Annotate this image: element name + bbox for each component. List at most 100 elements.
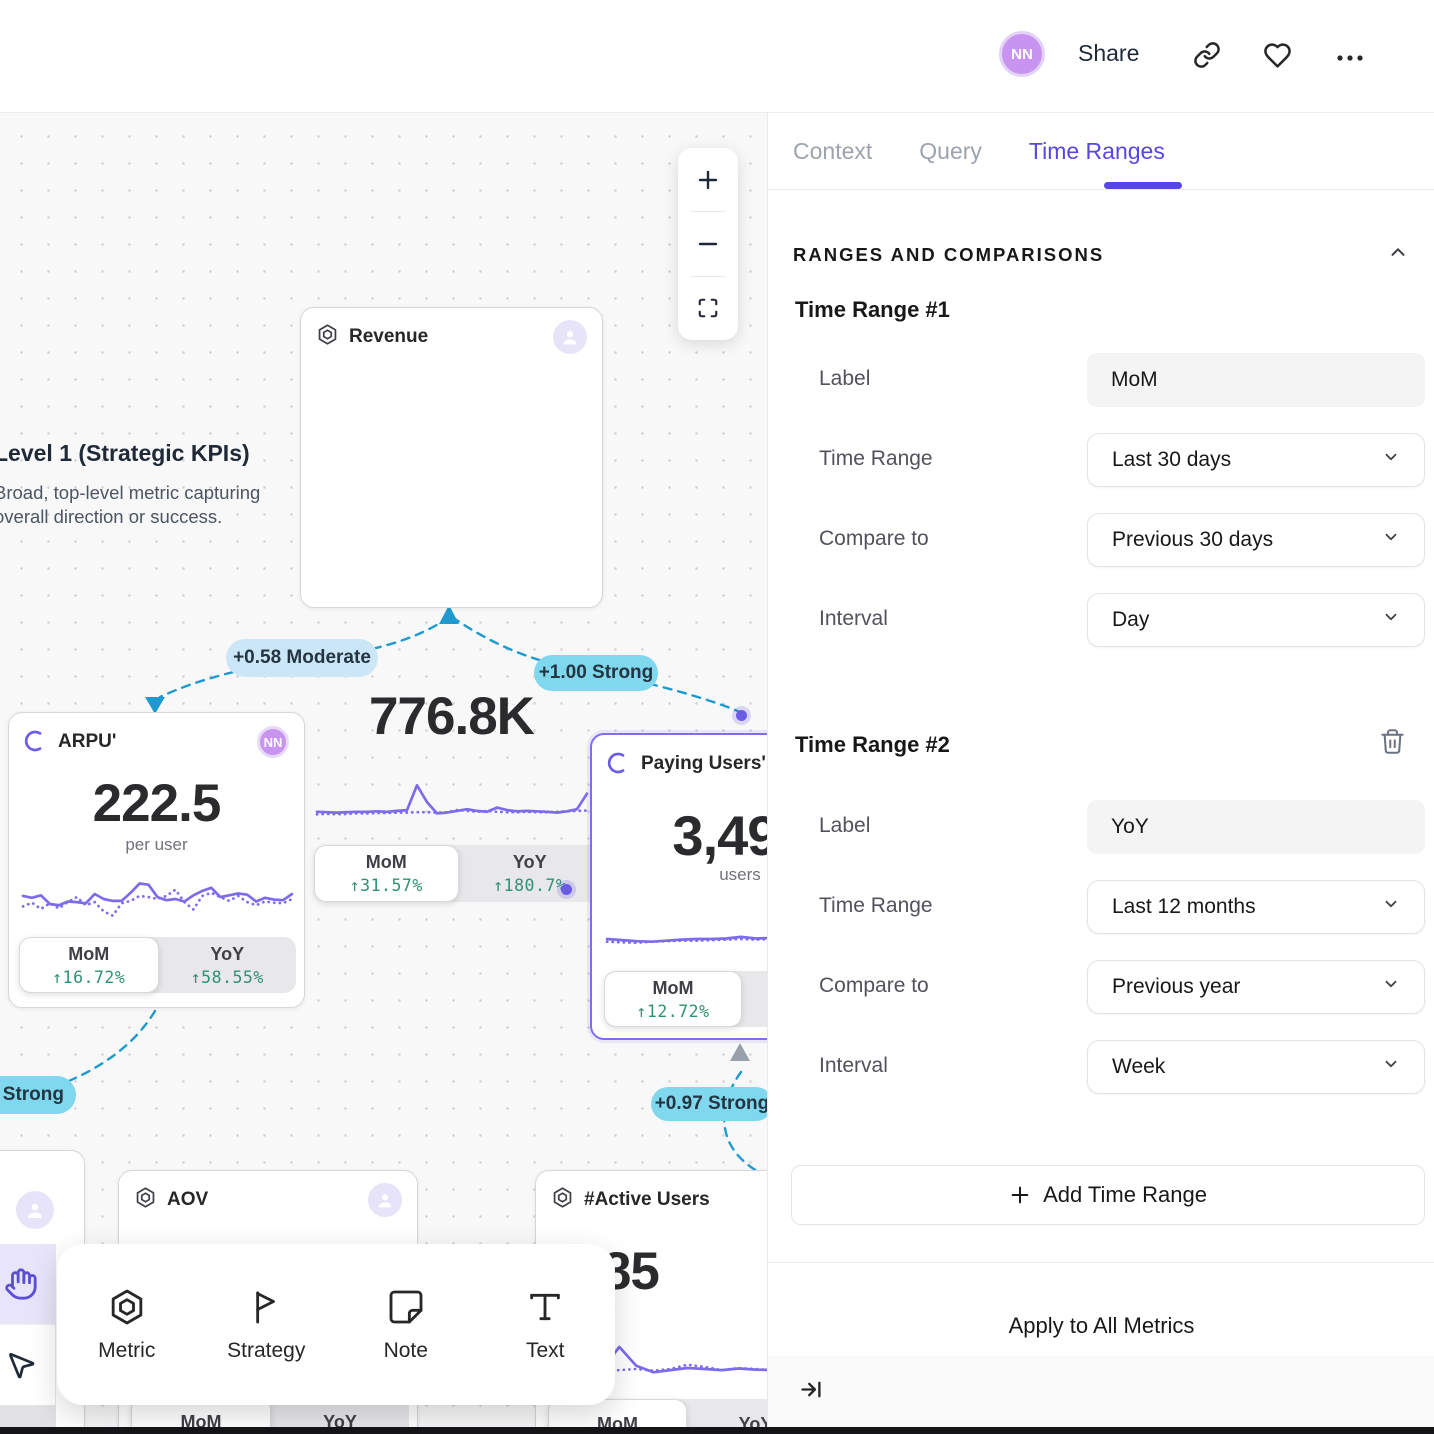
tab-query[interactable]: Query bbox=[919, 137, 982, 164]
chevron-down-icon bbox=[1382, 1055, 1400, 1079]
field-label: Time Range bbox=[819, 894, 933, 917]
time-range-select[interactable]: Last 30 days bbox=[1087, 433, 1425, 487]
share-button[interactable]: Share bbox=[1078, 40, 1140, 66]
note-icon bbox=[389, 1290, 423, 1323]
time-range-select[interactable]: Last 12 months bbox=[1087, 880, 1425, 934]
owner-avatar-icon bbox=[368, 1183, 402, 1217]
card-title: Paying Users' bbox=[641, 753, 766, 774]
metric-card-arpu[interactable]: ARPU' NN 222.5 per user MoM ↑16.72% YoY … bbox=[8, 712, 305, 1008]
cursor-icon bbox=[9, 1352, 35, 1378]
level-note-title: Level 1 (Strategic KPIs) bbox=[0, 440, 250, 466]
section-title: RANGES AND COMPARISONS bbox=[793, 244, 1105, 265]
select-tool-button[interactable] bbox=[0, 1324, 55, 1404]
metric-hexagon-icon bbox=[111, 1289, 142, 1324]
pill-yoy[interactable]: YoY ↑58.55% bbox=[190, 943, 264, 987]
correlation-badge-revenue-paying[interactable]: +1.00 Strong bbox=[534, 655, 658, 691]
interval-select[interactable]: Week bbox=[1087, 1040, 1425, 1094]
metric-hexagon-icon bbox=[134, 1186, 157, 1214]
interval-select[interactable]: Day bbox=[1087, 593, 1425, 647]
comparison-pill-group: MoM ↑31.57% YoY ↑180.7% bbox=[314, 845, 601, 902]
field-label: Compare to bbox=[819, 527, 929, 550]
hand-tool-button[interactable] bbox=[0, 1244, 55, 1324]
tool-column bbox=[0, 1244, 56, 1405]
level-note-body: Broad, top-level metric capturing overal… bbox=[0, 482, 261, 527]
label-input[interactable] bbox=[1087, 353, 1425, 407]
chevron-down-icon bbox=[1382, 975, 1400, 999]
owner-avatar-icon bbox=[16, 1191, 54, 1229]
panel-footer bbox=[768, 1356, 1434, 1427]
metric-unit: per user bbox=[125, 835, 188, 854]
divider bbox=[691, 211, 725, 213]
apply-all-metrics-button[interactable]: Apply to All Metrics bbox=[1008, 1313, 1195, 1338]
pill-yoy[interactable]: YoY bbox=[323, 1411, 357, 1432]
add-note-button[interactable]: Note bbox=[336, 1287, 476, 1363]
pill-mom[interactable]: MoM ↑31.57% bbox=[314, 845, 459, 902]
fit-view-button[interactable] bbox=[678, 277, 738, 340]
bottom-edge-bar bbox=[0, 1427, 1434, 1434]
connection-handle-dot[interactable] bbox=[561, 884, 572, 895]
card-title: Revenue bbox=[349, 326, 429, 347]
app-header: NN Share bbox=[0, 0, 1434, 113]
metric-card-revenue[interactable]: Revenue 776.8K MoM ↑31.57% YoY ↑180.7% bbox=[300, 307, 603, 902]
correlation-badge-paying-active[interactable]: +0.97 Strong bbox=[651, 1087, 773, 1121]
metric-arc-icon bbox=[24, 728, 48, 757]
zoom-controls bbox=[678, 148, 738, 340]
label-input[interactable] bbox=[1087, 800, 1425, 854]
ellipsis-icon bbox=[1337, 55, 1363, 61]
pill-mom[interactable]: MoM ↑16.72% bbox=[19, 937, 159, 993]
more-options-button[interactable] bbox=[1335, 50, 1365, 68]
settings-panel: Context Query Time Ranges RANGES AND COM… bbox=[767, 113, 1434, 1434]
field-label: Compare to bbox=[819, 974, 929, 997]
favorite-button[interactable] bbox=[1263, 41, 1292, 75]
add-text-button[interactable]: Text bbox=[476, 1287, 616, 1363]
delete-time-range-button[interactable] bbox=[1379, 728, 1406, 760]
collapse-panel-button[interactable] bbox=[798, 1376, 825, 1408]
add-metric-button[interactable]: Metric bbox=[57, 1287, 197, 1363]
section-header[interactable]: RANGES AND COMPARISONS bbox=[793, 240, 1409, 270]
user-avatar[interactable]: NN bbox=[999, 31, 1045, 77]
metric-value: 776.8K bbox=[369, 687, 535, 746]
heart-icon bbox=[1264, 43, 1291, 68]
plus-icon bbox=[1011, 1186, 1029, 1204]
card-title: #Active Users bbox=[584, 1189, 710, 1210]
pill-mom[interactable]: MoM ↑12.72% bbox=[604, 971, 742, 1027]
comparison-pill-group: MoM ↑16.72% YoY ↑58.55% bbox=[19, 937, 296, 993]
divider bbox=[691, 275, 725, 277]
metric-hexagon-icon bbox=[551, 1186, 574, 1214]
chevron-down-icon bbox=[1382, 608, 1400, 632]
tab-context[interactable]: Context bbox=[793, 137, 873, 164]
flag-icon bbox=[256, 1290, 276, 1323]
card-title: AOV bbox=[167, 1189, 209, 1210]
chevron-down-icon bbox=[1382, 895, 1400, 919]
chevron-down-icon bbox=[1382, 528, 1400, 552]
zoom-in-button[interactable] bbox=[678, 148, 738, 211]
correlation-badge-arpu-left[interactable]: 66 Strong bbox=[0, 1076, 76, 1114]
add-time-range-button[interactable]: Add Time Range bbox=[791, 1165, 1425, 1225]
field-label: Interval bbox=[819, 1054, 888, 1077]
active-tab-indicator bbox=[1104, 182, 1182, 189]
owner-avatar-icon bbox=[553, 320, 587, 354]
sparkline-chart bbox=[21, 882, 294, 918]
add-strategy-button[interactable]: Strategy bbox=[197, 1287, 337, 1363]
copy-link-button[interactable] bbox=[1193, 41, 1221, 74]
correlation-badge-revenue-arpu[interactable]: +0.58 Moderate bbox=[226, 639, 378, 677]
divider bbox=[768, 1262, 1434, 1263]
connection-handle-dot[interactable] bbox=[736, 710, 747, 721]
zoom-out-button[interactable] bbox=[678, 212, 738, 275]
canvas-toolbar: Metric Strategy Note Text bbox=[57, 1244, 615, 1405]
tab-time-ranges[interactable]: Time Ranges bbox=[1028, 137, 1165, 164]
compare-to-select[interactable]: Previous 30 days bbox=[1087, 513, 1425, 567]
arrow-to-bar-icon bbox=[801, 1381, 821, 1398]
hand-icon bbox=[5, 1268, 37, 1300]
chevron-up-icon[interactable] bbox=[1387, 242, 1409, 269]
time-range-1-title: Time Range #1 bbox=[795, 297, 950, 322]
metric-arc-icon bbox=[607, 750, 631, 779]
compare-to-select[interactable]: Previous year bbox=[1087, 960, 1425, 1014]
card-title: ARPU' bbox=[58, 731, 117, 752]
chevron-down-icon bbox=[1382, 448, 1400, 472]
metric-unit: users bbox=[719, 865, 761, 884]
field-label: Time Range bbox=[819, 447, 933, 470]
pill-yoy[interactable]: YoY ↑180.7% bbox=[493, 852, 567, 895]
sparkline-chart bbox=[315, 783, 589, 816]
